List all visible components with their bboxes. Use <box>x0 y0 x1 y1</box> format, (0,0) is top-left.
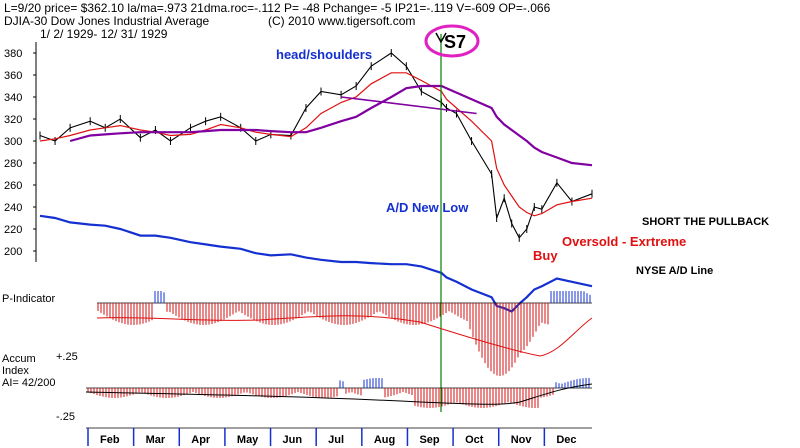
month-label: Oct <box>465 434 484 446</box>
p-indicator-label: P-Indicator <box>2 293 56 305</box>
month-label: Jul <box>328 434 344 446</box>
signal-circle <box>424 24 480 58</box>
p-indicator-bars <box>97 291 591 376</box>
month-label: Sep <box>419 434 439 446</box>
accum-label-2: Index <box>2 365 29 377</box>
short-pullback-label: SHORT THE PULLBACK <box>642 216 769 228</box>
p-indicator-ma-line <box>96 315 593 357</box>
header-stats: L=9/20 price= $362.10 la/ma=.973 21dma.r… <box>4 1 551 15</box>
y-tick-label: 360 <box>4 70 22 82</box>
buy-label: Buy <box>533 248 558 263</box>
ad-new-low-label: A/D New Low <box>386 200 469 215</box>
accum-ma-line <box>85 383 593 405</box>
nyse-ad-label: NYSE A/D Line <box>636 265 713 277</box>
pattern-layer <box>340 96 477 115</box>
signal-label: S7 <box>444 32 466 52</box>
y-tick-label: 220 <box>4 224 22 236</box>
y-tick-label: 200 <box>4 246 22 258</box>
y-tick-label: 240 <box>4 202 22 214</box>
ad-line <box>39 214 593 313</box>
month-label: May <box>237 434 259 446</box>
price-line <box>39 52 593 239</box>
sell-arrow-icon <box>435 32 447 44</box>
index-name: DJIA-30 Dow Jones Industrial Average <box>4 14 210 28</box>
y-tick-label: 380 <box>4 48 22 60</box>
accum-top-tick: +.25 <box>56 351 78 363</box>
y-tick-label: 280 <box>4 158 22 170</box>
y-tick-label: 320 <box>4 114 22 126</box>
date-range: 1/ 2/ 1929- 12/ 31/ 1929 <box>40 27 168 41</box>
month-label: Nov <box>511 434 533 446</box>
month-label: Apr <box>191 434 211 446</box>
price-ticks: 380 360 340 320 300 280 260 240 220 200 <box>4 48 36 258</box>
copyright: (C) 2010 www.tigersoft.com <box>268 14 415 28</box>
month-label: Feb <box>100 434 120 446</box>
accum-label-1: Accum <box>2 353 36 365</box>
accum-bars <box>87 378 590 408</box>
accum-bottom-tick: -.25 <box>56 411 75 423</box>
ma65-line <box>69 84 593 167</box>
accum-label-3: AI= 42/200 <box>2 377 56 389</box>
head-shoulders-label: head/shoulders <box>276 47 372 62</box>
month-ticks: Feb Mar Apr May Jun Jul Aug Sep Oct Nov Dec <box>87 428 577 446</box>
ma21-line <box>39 72 593 217</box>
month-label: Dec <box>556 434 576 446</box>
month-label: Jun <box>283 434 303 446</box>
series-layer <box>39 49 593 313</box>
month-label: Aug <box>374 434 395 446</box>
oversold-label: Oversold - Exrtreme <box>562 234 686 249</box>
y-tick-label: 260 <box>4 180 22 192</box>
y-tick-label: 340 <box>4 92 22 104</box>
y-tick-label: 300 <box>4 136 22 148</box>
month-label: Mar <box>146 434 166 446</box>
neckline <box>340 96 477 115</box>
